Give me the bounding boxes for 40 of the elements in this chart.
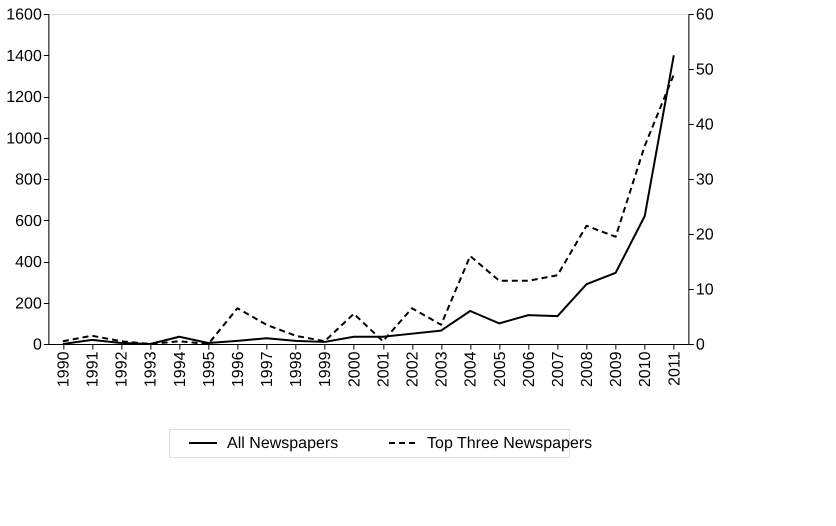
x-tick-label: 1996: [230, 351, 247, 388]
y-tick-label: 800: [15, 172, 42, 188]
y2-tick-label: 50: [696, 62, 714, 78]
x-tick-label: 1999: [317, 351, 334, 388]
x-tick-label: 2009: [608, 351, 626, 388]
y-tick-label: 1400: [6, 48, 42, 65]
x-tick-label: 2001: [375, 351, 392, 388]
x-tick-label: 1994: [172, 351, 189, 388]
y2-tick-label: 60: [696, 6, 714, 24]
x-tick-label: 2010: [637, 351, 654, 388]
x-tick-label: 2002: [404, 351, 422, 388]
x-tick-label: 1991: [84, 351, 102, 388]
y-tick-label: 1600: [6, 6, 42, 24]
y-tick-label: 0: [32, 336, 42, 354]
legend-label: All Newspapers: [227, 435, 338, 452]
y-tick-label: 600: [15, 212, 42, 230]
x-tick-label: 1993: [142, 351, 160, 388]
y-tick-label: 400: [15, 254, 42, 271]
x-tick-label: 1997: [259, 351, 276, 388]
x-tick-label: 1998: [288, 351, 306, 388]
x-tick-label: 1992: [114, 351, 131, 388]
y2-tick-label: 0: [696, 336, 705, 354]
y-tick-label: 200: [15, 295, 42, 312]
y2-tick-label: 10: [696, 282, 714, 298]
x-tick-label: 2006: [520, 351, 538, 388]
y-tick-label: 1000: [6, 130, 42, 148]
y2-tick-label: 40: [696, 116, 714, 134]
y2-tick-label: 30: [696, 172, 714, 188]
x-tick-label: 2008: [579, 351, 596, 388]
x-tick-label: 2004: [462, 351, 480, 388]
x-tick-label: 2007: [550, 351, 567, 388]
legend-label: Top Three Newspapers: [427, 435, 592, 452]
x-tick-label: 2000: [346, 351, 364, 388]
x-tick-label: 2011: [666, 351, 684, 386]
x-tick-label: 2003: [434, 351, 451, 388]
y-tick-label: 1200: [6, 89, 42, 106]
y2-tick-label: 20: [696, 226, 714, 244]
x-tick-label: 1990: [55, 351, 72, 388]
x-tick-label: 1995: [200, 351, 218, 388]
x-tick-label: 2005: [492, 351, 509, 388]
